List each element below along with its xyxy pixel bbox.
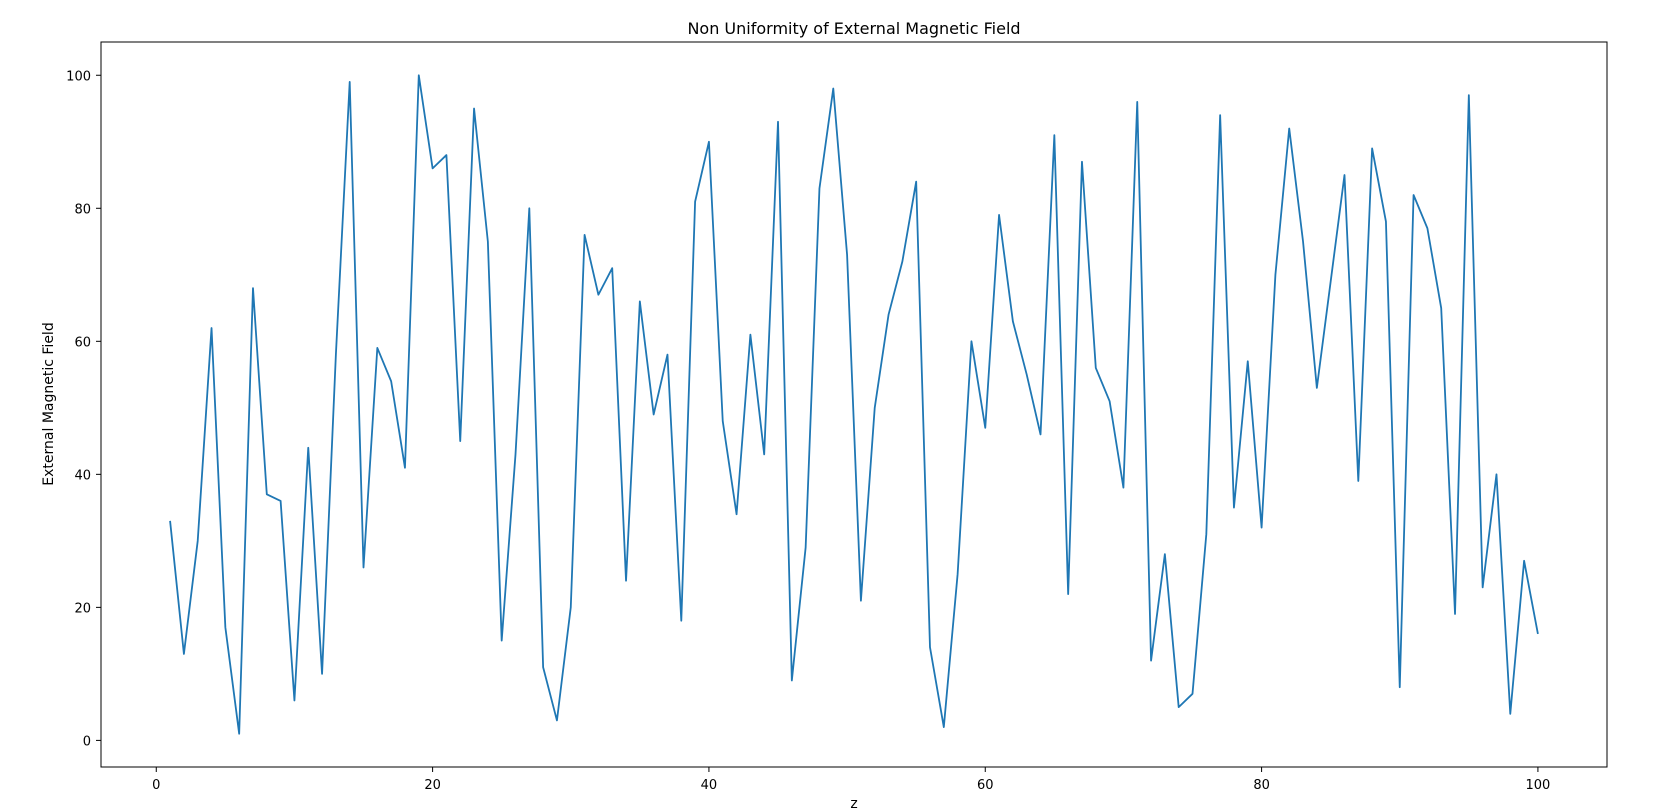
y-axis: 0 20 40 60 80 100 bbox=[66, 69, 101, 749]
x-tick-label: 60 bbox=[977, 778, 994, 793]
series-group bbox=[169, 74, 1539, 735]
y-tick-label: 60 bbox=[74, 335, 91, 350]
chart-title: Non Uniformity of External Magnetic Fiel… bbox=[687, 19, 1020, 38]
x-tick-label: 40 bbox=[701, 778, 718, 793]
series-line-0 bbox=[169, 74, 1539, 735]
y-tick-label: 0 bbox=[83, 734, 91, 749]
y-tick-label: 80 bbox=[74, 202, 91, 217]
x-axis-label: z bbox=[850, 796, 857, 811]
y-tick-label: 40 bbox=[74, 468, 91, 483]
x-tick-label: 100 bbox=[1526, 778, 1551, 793]
y-axis-label: External Magnetic Field bbox=[41, 322, 57, 485]
plot-area bbox=[100, 41, 1608, 768]
x-tick-label: 20 bbox=[424, 778, 441, 793]
y-tick-label: 20 bbox=[74, 601, 91, 616]
x-axis: 0 20 40 60 80 100 bbox=[152, 767, 1550, 793]
x-tick-label: 80 bbox=[1253, 778, 1270, 793]
y-tick-label: 100 bbox=[66, 69, 91, 84]
x-tick-label: 0 bbox=[152, 778, 160, 793]
